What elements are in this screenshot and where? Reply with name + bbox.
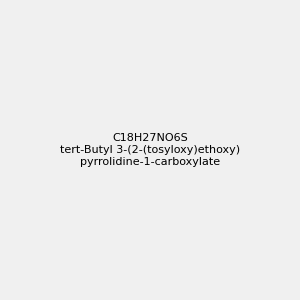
Text: C18H27NO6S
tert-Butyl 3-(2-(tosyloxy)ethoxy)
pyrrolidine-1-carboxylate: C18H27NO6S tert-Butyl 3-(2-(tosyloxy)eth… [60, 134, 240, 166]
